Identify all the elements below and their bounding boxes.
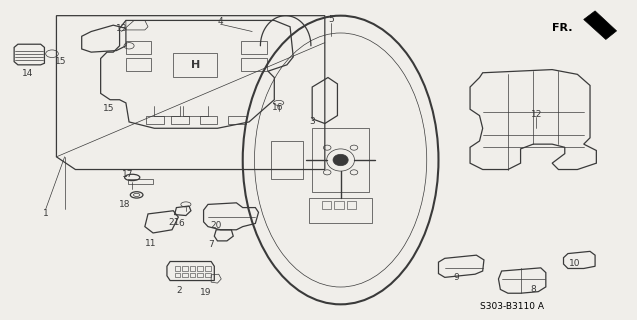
Text: 15: 15 — [55, 57, 67, 66]
Polygon shape — [583, 11, 617, 39]
Bar — [200, 116, 217, 124]
Bar — [228, 116, 246, 124]
Text: 1: 1 — [43, 209, 48, 219]
Bar — [205, 266, 210, 271]
Bar — [126, 41, 151, 54]
Bar — [175, 273, 180, 277]
Bar — [190, 266, 196, 271]
Text: 14: 14 — [22, 69, 34, 78]
Bar — [173, 53, 217, 77]
Text: 6: 6 — [178, 219, 184, 228]
Text: 4: 4 — [218, 17, 224, 26]
Ellipse shape — [333, 154, 348, 166]
Text: 9: 9 — [454, 273, 459, 282]
Text: 5: 5 — [328, 15, 334, 24]
Bar — [322, 201, 331, 209]
Bar — [241, 41, 267, 54]
Bar — [175, 266, 180, 271]
Bar — [171, 116, 189, 124]
Bar — [309, 198, 372, 223]
Text: 7: 7 — [208, 240, 214, 249]
Text: 20: 20 — [210, 220, 222, 229]
Text: 10: 10 — [568, 259, 580, 268]
Text: 8: 8 — [531, 285, 536, 294]
Bar — [182, 273, 188, 277]
Text: 21: 21 — [169, 218, 180, 227]
Text: 13: 13 — [116, 24, 127, 33]
Text: 17: 17 — [122, 170, 134, 179]
Bar — [197, 266, 203, 271]
Text: 15: 15 — [103, 104, 115, 113]
Bar — [334, 201, 344, 209]
Text: 3: 3 — [310, 117, 315, 126]
Text: 11: 11 — [145, 239, 157, 248]
Text: 16: 16 — [272, 103, 283, 112]
Text: 2: 2 — [176, 285, 182, 295]
Bar — [126, 59, 151, 71]
Bar — [128, 179, 153, 184]
Text: S303-B3110 A: S303-B3110 A — [480, 302, 543, 311]
Bar — [182, 266, 188, 271]
Text: 12: 12 — [531, 109, 542, 118]
Text: H: H — [190, 60, 200, 70]
Bar — [347, 201, 356, 209]
Bar — [205, 273, 210, 277]
Text: 18: 18 — [119, 200, 131, 209]
Bar — [241, 59, 267, 71]
Text: 19: 19 — [201, 288, 212, 297]
Bar — [146, 116, 164, 124]
Bar — [190, 273, 196, 277]
Text: FR.: FR. — [552, 23, 573, 33]
Bar — [312, 128, 369, 192]
Bar — [197, 273, 203, 277]
